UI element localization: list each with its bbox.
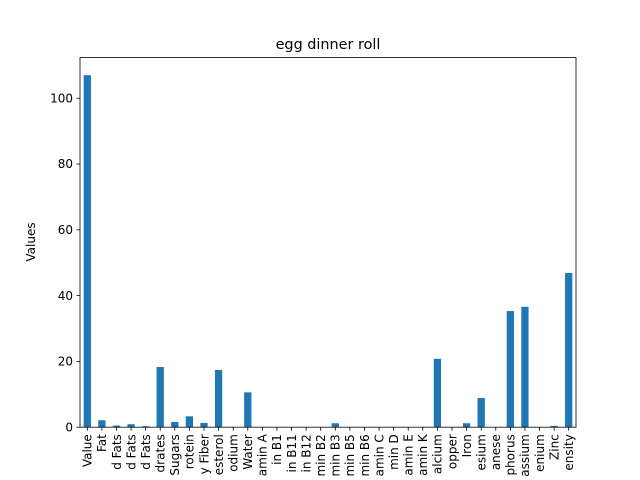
y-tick-label: 100 (50, 91, 73, 105)
x-tick-label: min B3 (329, 434, 343, 476)
x-tick-label: esium (474, 434, 488, 470)
bar (521, 306, 529, 428)
x-tick-label: in B12 (299, 434, 313, 472)
x-tick-label: esterol (212, 434, 226, 475)
x-tick-label: d Fats (139, 434, 153, 470)
x-tick-label: in B1 (270, 434, 284, 465)
bar (506, 311, 514, 428)
x-tick-label: d Fats (124, 434, 138, 470)
bar (565, 272, 573, 428)
plot-frame (79, 57, 577, 428)
bar (477, 397, 485, 428)
x-tick-label: Zinc (547, 434, 561, 460)
y-tick-label: 60 (58, 223, 73, 237)
x-tick-label: anese (489, 434, 503, 470)
x-tick-label: min B6 (358, 434, 372, 476)
y-tick-label: 0 (65, 420, 73, 434)
y-tick-label: 80 (58, 157, 73, 171)
x-tick-label: phorus (504, 434, 518, 475)
x-tick-label: drates (154, 434, 168, 472)
x-tick-label: alcium (431, 434, 445, 474)
x-tick-label: assium (518, 434, 532, 477)
y-tick-label: 40 (58, 289, 73, 303)
bar (142, 426, 150, 428)
x-tick-label: in B11 (285, 434, 299, 472)
x-tick-label: Water (241, 434, 255, 470)
x-tick-label: amin K (416, 433, 430, 476)
bars-group (83, 75, 573, 428)
bar (200, 422, 208, 428)
y-axis-label: Values (24, 222, 38, 261)
bar (433, 358, 442, 428)
x-tick-label: Iron (460, 434, 474, 457)
bar (127, 424, 135, 428)
bar (83, 75, 91, 428)
x-axis: Value Fat d Fats d Fats d Fats drates Sugars ro… (81, 427, 576, 477)
x-tick-label: ensity (562, 434, 576, 470)
bar (550, 425, 558, 428)
y-tick-label: 20 (58, 355, 73, 369)
bar (98, 420, 106, 428)
x-tick-label: Sugars (168, 434, 182, 475)
x-tick-label: rotein (183, 434, 197, 469)
bar (185, 416, 194, 428)
x-tick-label: opper (445, 434, 459, 469)
x-tick-label: min B2 (314, 434, 328, 476)
x-tick-label: Fat (95, 434, 109, 452)
bar (171, 421, 179, 428)
x-tick-label: min D (387, 434, 401, 470)
x-tick-label: enium (533, 434, 547, 472)
bar (214, 369, 223, 428)
bar (331, 423, 339, 428)
bar (156, 367, 164, 428)
bar (244, 392, 252, 428)
x-tick-label: amin C (372, 434, 386, 476)
x-tick-label: odium (226, 434, 240, 472)
y-axis: 0 20 40 60 80 100 (50, 91, 80, 434)
x-tick-label: amin A (256, 433, 270, 476)
x-tick-label: d Fats (110, 434, 124, 470)
x-tick-label: min B5 (343, 434, 357, 476)
x-tick-label: Value (81, 434, 95, 467)
x-tick-label: amin E (402, 434, 416, 475)
chart-title: egg dinner roll (276, 37, 381, 53)
bar (112, 425, 121, 428)
bar (462, 423, 471, 428)
x-tick-label: y Fiber (197, 434, 211, 474)
